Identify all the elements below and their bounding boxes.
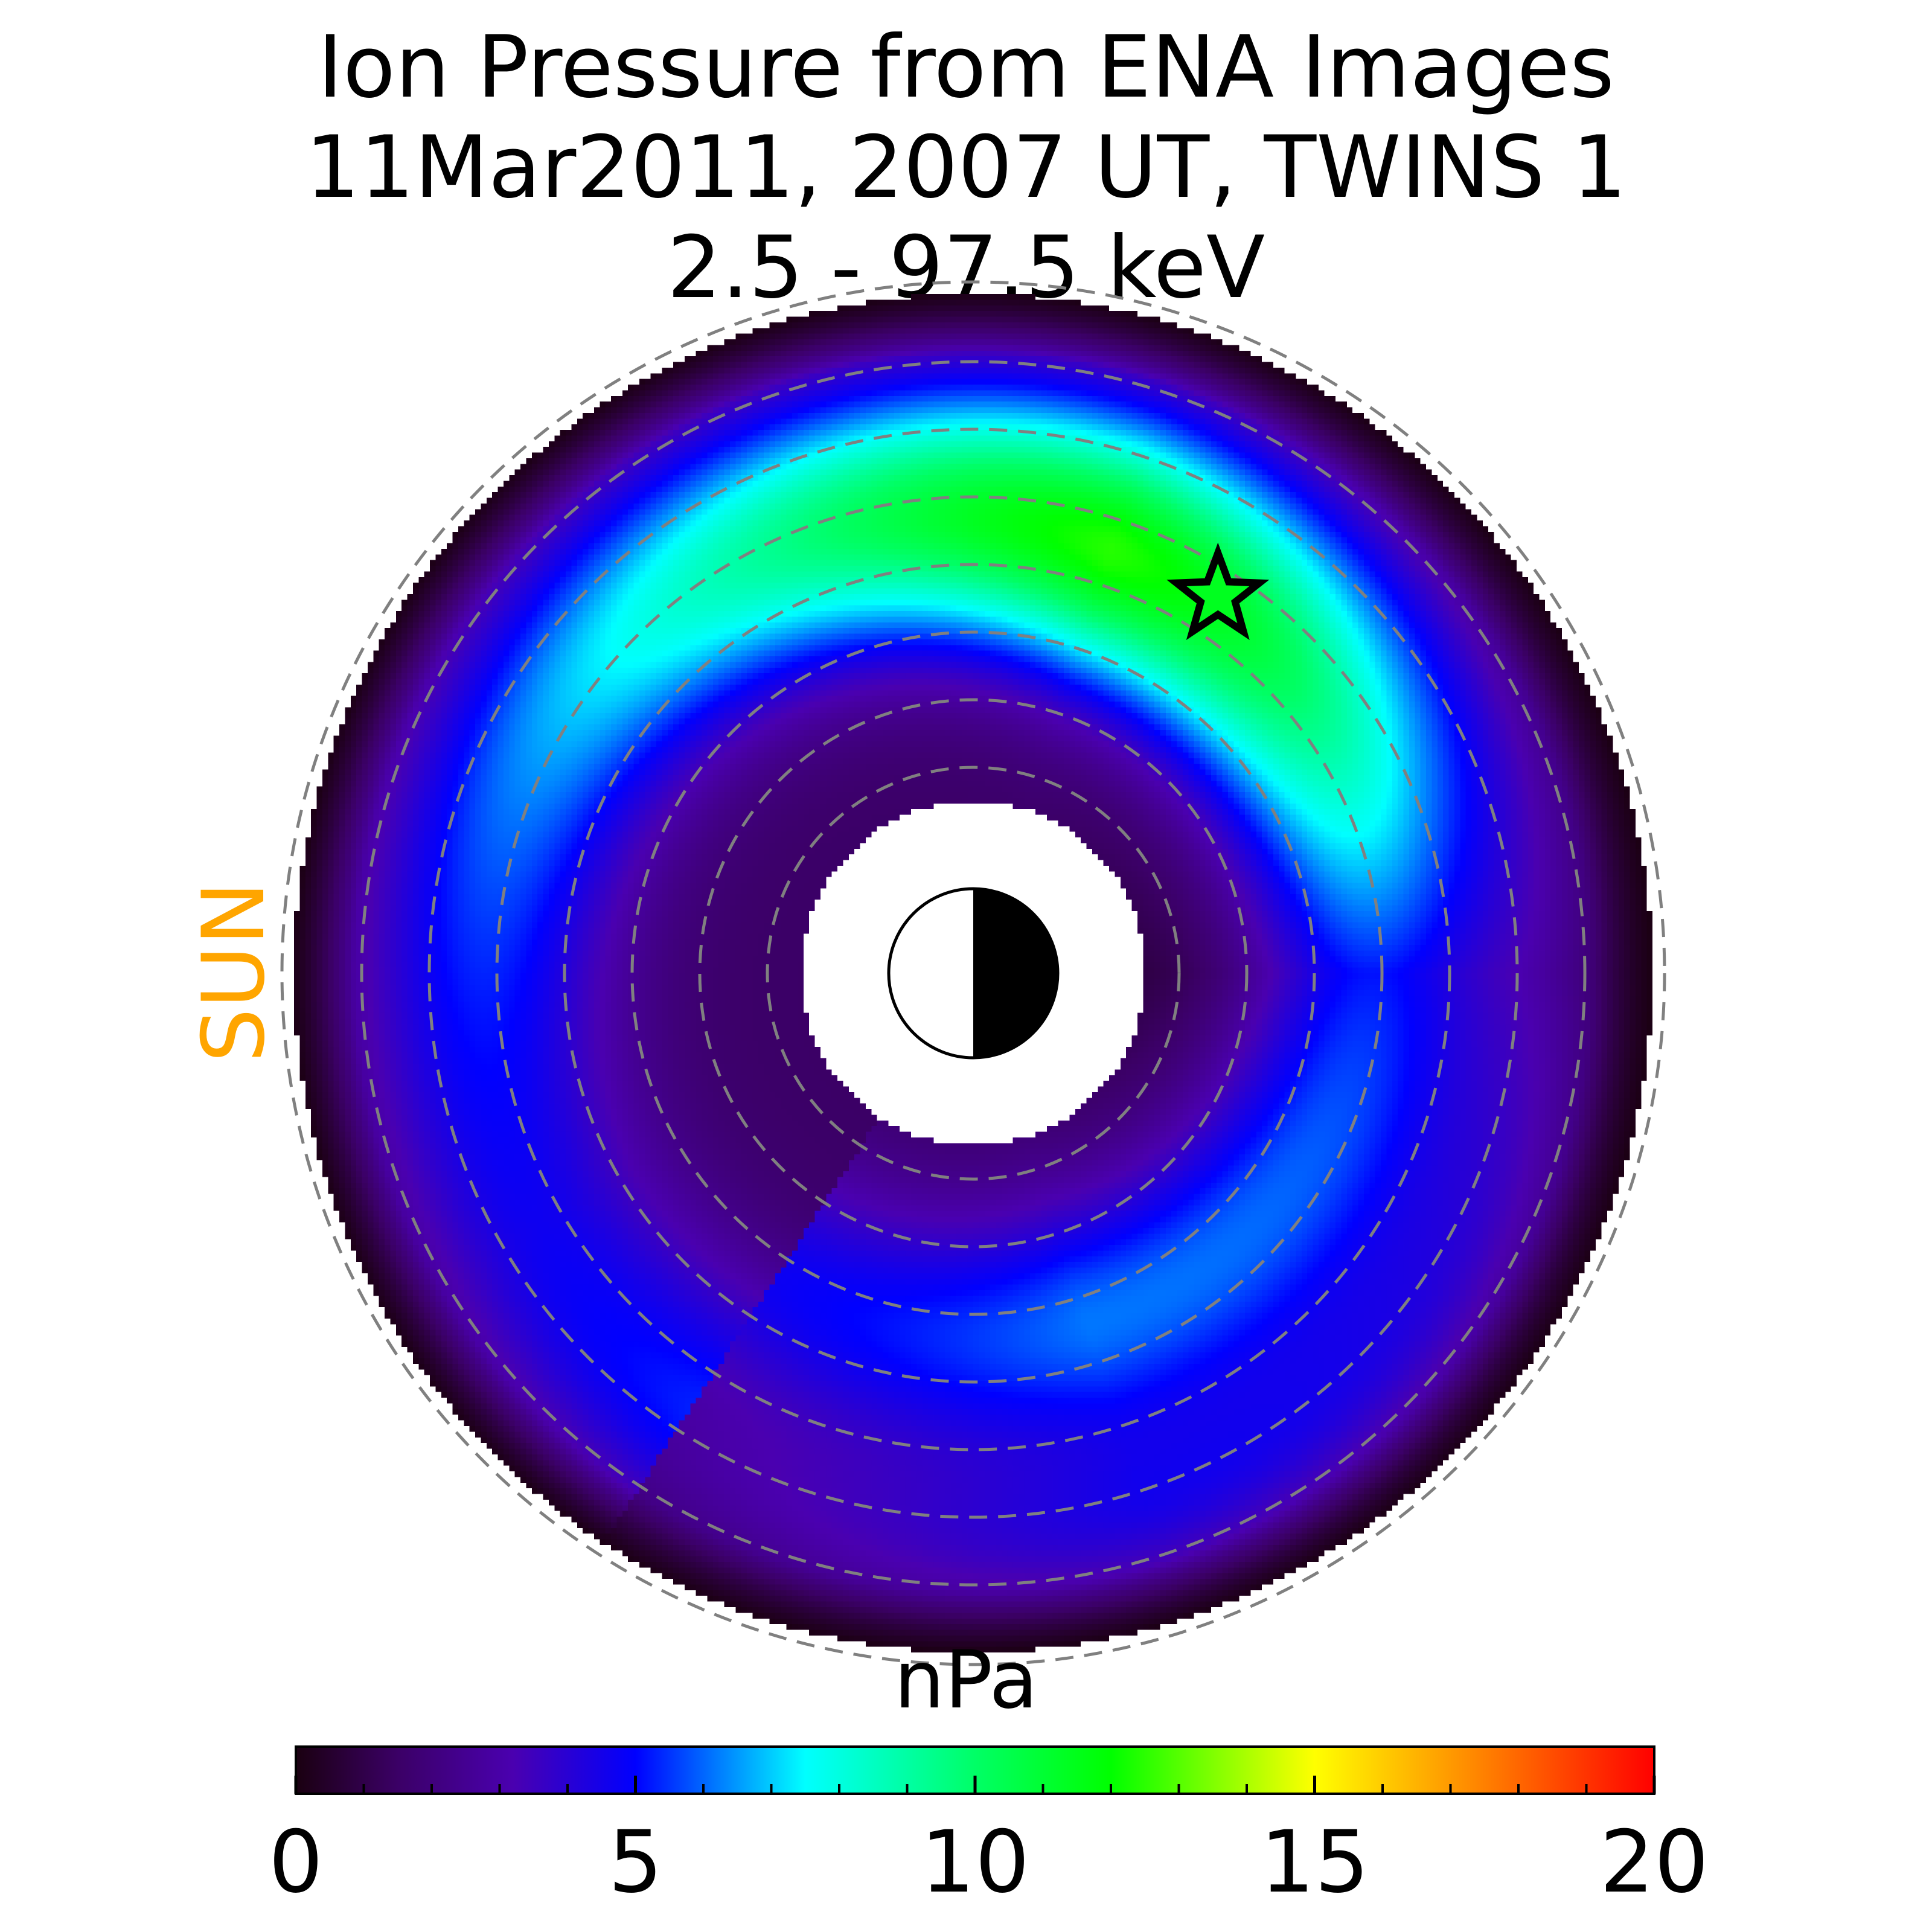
- colorbar-tick-label: 5: [608, 1812, 662, 1912]
- title-line-1: Ion Pressure from ENA Images: [318, 18, 1614, 117]
- grid-circle-7: [495, 495, 1451, 1451]
- grid-circle-3: [766, 766, 1181, 1181]
- grid-circle-5: [630, 630, 1316, 1316]
- colorbar: nPa 0 5 10 15 20: [269, 1634, 1709, 1912]
- grid-circle-8: [427, 427, 1519, 1519]
- grid-circle-6: [563, 563, 1384, 1384]
- earth-symbol: [887, 887, 1060, 1060]
- colorbar-ticks: 0 5 10 15 20: [269, 1776, 1709, 1912]
- radial-grid: [280, 280, 1666, 1666]
- grid-circle-9: [360, 360, 1587, 1587]
- colorbar-tick-label: 0: [269, 1812, 323, 1912]
- pressure-map: [280, 280, 1666, 1666]
- earth-night-half: [973, 889, 1058, 1058]
- star-marker: [1166, 542, 1270, 641]
- sun-direction-label: SUN: [184, 881, 284, 1063]
- colorbar-tick-label: 20: [1600, 1812, 1709, 1912]
- colorbar-tick-label: 10: [921, 1812, 1030, 1912]
- grid-circle-10: [280, 280, 1666, 1666]
- colorbar-tick-label: 15: [1260, 1812, 1369, 1912]
- earth-day-half: [889, 889, 973, 1058]
- colorbar-label: nPa: [894, 1634, 1038, 1727]
- earth-outline: [887, 887, 1060, 1060]
- grid-circle-4: [698, 698, 1249, 1249]
- chart-title: Ion Pressure from ENA Images 11Mar2011, …: [305, 18, 1627, 318]
- title-line-2: 11Mar2011, 2007 UT, TWINS 1: [305, 118, 1627, 217]
